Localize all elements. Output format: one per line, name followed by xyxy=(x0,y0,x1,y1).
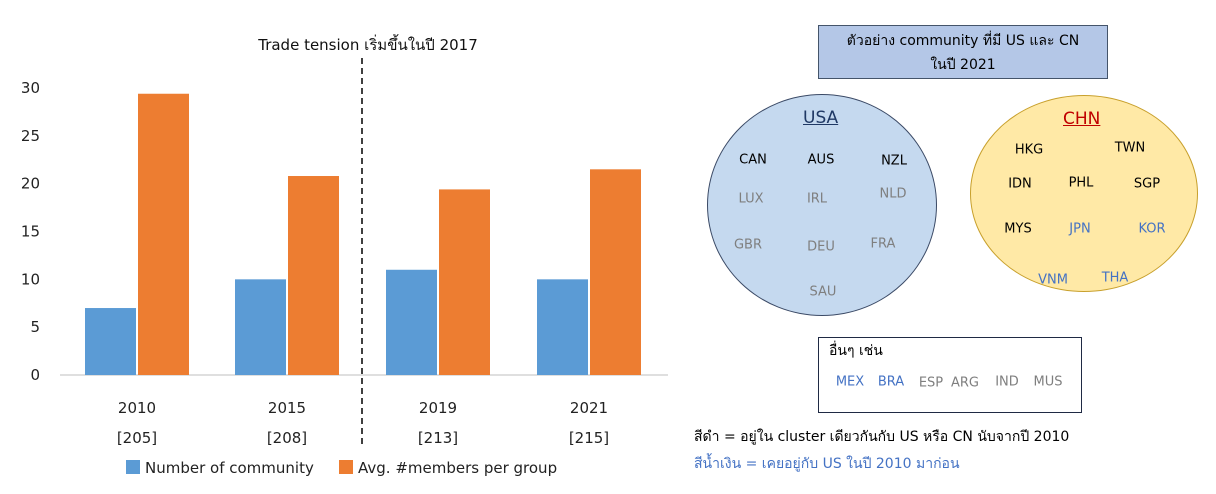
bar-community-2015 xyxy=(235,279,286,375)
bar-community-2021 xyxy=(537,279,588,375)
others-title: อื่นๆ เช่น xyxy=(829,343,883,359)
y-tick-label: 20 xyxy=(21,175,40,193)
chn-member-sgp: SGP xyxy=(1133,176,1161,192)
bar-community-2019 xyxy=(386,269,437,375)
usa-member-fra: FRA xyxy=(870,236,896,252)
bars-group xyxy=(85,93,641,376)
chn-member-mys: MYS xyxy=(1004,221,1032,237)
bar-members-2021 xyxy=(590,169,641,375)
x-tick-note: [213] xyxy=(418,429,458,447)
y-tick-label: 30 xyxy=(21,79,40,97)
legend-label: Avg. #members per group xyxy=(358,459,557,477)
x-tick-note: [208] xyxy=(267,429,307,447)
other-member-bra: BRA xyxy=(877,374,905,390)
usa-member-deu: DEU xyxy=(807,239,835,255)
usa-member-nld: NLD xyxy=(879,186,907,202)
legend-swatch xyxy=(126,460,140,474)
other-member-arg: ARG xyxy=(951,375,979,391)
chn-member-twn: TWN xyxy=(1114,140,1146,156)
chn-member-hkg: HKG xyxy=(1014,142,1044,158)
bar-community-2010 xyxy=(85,308,136,375)
usa-member-irl: IRL xyxy=(806,191,828,207)
usa-cluster-label: USA xyxy=(803,108,839,128)
x-tick-note: [205] xyxy=(117,429,157,447)
chn-member-vnm: VNM xyxy=(1038,272,1068,288)
y-tick-label: 0 xyxy=(30,366,40,384)
bar-members-2015 xyxy=(288,176,339,375)
x-tick-label: 2010 xyxy=(118,399,156,417)
diagram-title-box: ตัวอย่าง community ที่มี US และ CN ในปี … xyxy=(818,25,1108,79)
diagram-title-line2: ในปี 2021 xyxy=(930,57,996,73)
chn-member-jpn: JPN xyxy=(1069,221,1091,237)
y-axis-ticks: 0 5 10 15 20 25 30 xyxy=(21,79,40,384)
y-tick-label: 5 xyxy=(30,318,40,336)
bar-chart: Trade tension เริ่มขึ้นในปี 2017 0 5 10 15 2… xyxy=(21,34,668,477)
chn-member-idn: IDN xyxy=(1008,176,1032,192)
x-tick-note: [215] xyxy=(569,429,609,447)
usa-cluster-circle xyxy=(707,94,937,316)
x-tick-label: 2019 xyxy=(419,399,457,417)
legend-label: Number of community xyxy=(145,459,314,477)
chn-member-phl: PHL xyxy=(1068,175,1094,191)
other-member-ind: IND xyxy=(995,374,1019,390)
x-tick-label: 2021 xyxy=(570,399,608,417)
chart-legend: Number of community Avg. #members per gro… xyxy=(126,459,557,477)
chn-member-tha: THA xyxy=(1101,270,1129,286)
chart-title: Trade tension เริ่มขึ้นในปี 2017 xyxy=(257,34,478,54)
other-member-mus: MUS xyxy=(1033,374,1063,390)
diagram-title-line1: ตัวอย่าง community ที่มี US และ CN xyxy=(846,33,1080,49)
usa-member-nzl: NZL xyxy=(881,153,907,169)
chn-member-kor: KOR xyxy=(1138,221,1166,237)
x-tick-label: 2015 xyxy=(268,399,306,417)
others-box: อื่นๆ เช่น xyxy=(818,337,1082,413)
note-blue-meaning: สีน้ำเงิน = เคยอยู่กับ US ในปี 2010 มาก่… xyxy=(694,456,960,472)
other-member-mex: MEX xyxy=(835,374,865,390)
x-axis-ticks: 2010 [205] 2015 [208] 2019 [213] 2021 [215] xyxy=(117,399,609,447)
legend-swatch xyxy=(339,460,353,474)
note-black-meaning: สีดำ = อยู่ใน cluster เดียวกันกับ US หรื… xyxy=(694,429,1070,445)
chn-cluster-circle xyxy=(970,95,1198,292)
chn-cluster-label: CHN xyxy=(1063,109,1101,129)
y-tick-label: 15 xyxy=(21,223,40,241)
bar-members-2019 xyxy=(439,189,490,375)
other-member-esp: ESP xyxy=(918,375,944,391)
y-tick-label: 10 xyxy=(21,270,40,288)
y-tick-label: 25 xyxy=(21,127,40,145)
bar-members-2010 xyxy=(138,93,189,376)
usa-member-aus: AUS xyxy=(807,152,835,168)
usa-member-can: CAN xyxy=(739,152,767,168)
usa-member-lux: LUX xyxy=(738,191,764,207)
usa-member-sau: SAU xyxy=(809,284,837,300)
usa-member-gbr: GBR xyxy=(733,237,763,253)
